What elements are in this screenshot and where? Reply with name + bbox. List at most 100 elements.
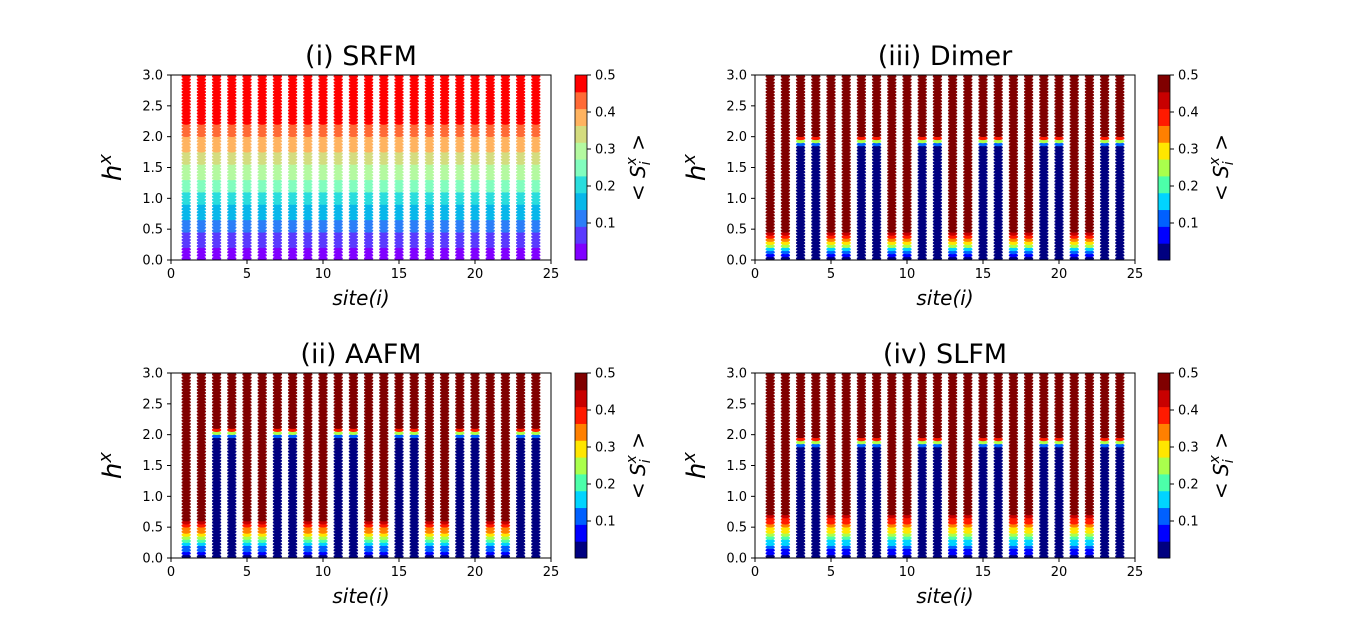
bar-cell <box>902 188 912 193</box>
bar-cell <box>515 93 526 97</box>
bar-cell <box>500 80 511 85</box>
bar-cell <box>394 526 404 531</box>
bar-cell <box>856 194 867 199</box>
bar-cell <box>871 130 882 134</box>
bar-cell <box>181 250 191 255</box>
bar-cell <box>841 160 851 165</box>
bar-cell <box>196 465 207 469</box>
bar-cell <box>1039 83 1049 88</box>
bar-cell <box>963 234 973 239</box>
bar-cell <box>287 489 298 494</box>
bar-cell <box>287 185 298 190</box>
bar-cell <box>1008 222 1019 227</box>
bar-cell <box>780 160 791 165</box>
bar-cell <box>379 127 389 131</box>
bar-cell <box>242 253 252 258</box>
bar-cell <box>515 483 526 488</box>
bar-cell <box>363 133 374 138</box>
bar-cell <box>932 247 943 252</box>
bar-cell <box>795 136 806 141</box>
bar-cell <box>917 185 927 190</box>
bar-cell <box>455 425 465 429</box>
bar-cell <box>470 520 480 525</box>
bar-cell <box>287 545 298 550</box>
bar-cell <box>765 452 775 457</box>
bar-cell <box>470 505 480 510</box>
bar-cell <box>947 185 958 190</box>
chart-title: (ii) AAFM <box>300 339 421 370</box>
bar-cell <box>227 256 237 261</box>
bar-cell <box>856 197 867 202</box>
bar-cell <box>318 130 328 134</box>
bar-cell <box>1039 130 1049 134</box>
bar-cell <box>303 194 313 199</box>
bar-cell <box>227 173 237 178</box>
bar-cell <box>409 74 419 79</box>
bar-cell <box>409 93 419 97</box>
bar-cell <box>978 80 988 85</box>
bar-cell <box>333 99 343 104</box>
bar-cell <box>887 241 897 245</box>
bar-cell <box>227 409 237 414</box>
bar-cell <box>272 83 283 88</box>
bar-cell <box>348 462 359 466</box>
bar-cell <box>1115 179 1125 184</box>
bar-cell <box>363 244 374 249</box>
bar-cell <box>963 194 973 199</box>
bar-cell <box>1099 167 1110 171</box>
bar-cell <box>211 111 222 116</box>
bar-cell <box>485 551 495 556</box>
bar-cell <box>333 179 343 184</box>
bar-cell <box>211 375 222 380</box>
bar-cell <box>363 111 374 116</box>
bar-cell <box>181 462 191 466</box>
bar-cell <box>379 117 389 122</box>
bar-cell <box>303 160 313 165</box>
bar-cell <box>1008 86 1019 91</box>
bar-cell <box>394 247 404 252</box>
bar-cell <box>902 99 912 104</box>
bar-cell <box>394 418 404 423</box>
bar-cell <box>902 256 912 261</box>
bar-cell <box>780 434 791 439</box>
bar-cell <box>795 434 806 439</box>
bar-cell <box>500 219 511 224</box>
bar-cell <box>424 545 435 550</box>
bar-cell <box>439 431 450 436</box>
bar-cell <box>485 415 495 420</box>
bar-cell <box>287 154 298 159</box>
bar-cell <box>963 139 973 144</box>
bar-cell <box>470 127 480 131</box>
bar-cell <box>887 234 897 239</box>
bar-cell <box>424 216 435 221</box>
bar-cell <box>333 517 343 522</box>
bar-cell <box>1099 108 1110 113</box>
bar-cell <box>211 418 222 423</box>
bar-cell <box>424 431 435 436</box>
bar-cell <box>272 201 283 205</box>
bar-cell <box>227 388 237 392</box>
bar-cell <box>500 250 511 255</box>
bar-cell <box>515 154 526 159</box>
bar-cell <box>287 394 298 399</box>
bar-site-6 <box>257 74 267 261</box>
bar-cell <box>902 114 912 119</box>
bar-cell <box>227 539 237 543</box>
bar-cell <box>841 170 851 175</box>
bar-cell <box>1008 250 1019 255</box>
bar-cell <box>515 197 526 202</box>
bar-cell <box>902 74 912 79</box>
bar-cell <box>424 415 435 420</box>
bar-cell <box>531 90 541 94</box>
bar-cell <box>424 480 435 485</box>
bar-cell <box>211 378 222 383</box>
bar-cell <box>515 179 526 184</box>
bar-cell <box>424 554 435 559</box>
bar-cell <box>871 201 882 205</box>
bar-cell <box>1099 136 1110 141</box>
bar-cell <box>902 108 912 113</box>
bar-cell <box>227 532 237 537</box>
bar-cell <box>485 381 495 386</box>
bar-cell <box>394 388 404 392</box>
bar-cell <box>795 139 806 144</box>
